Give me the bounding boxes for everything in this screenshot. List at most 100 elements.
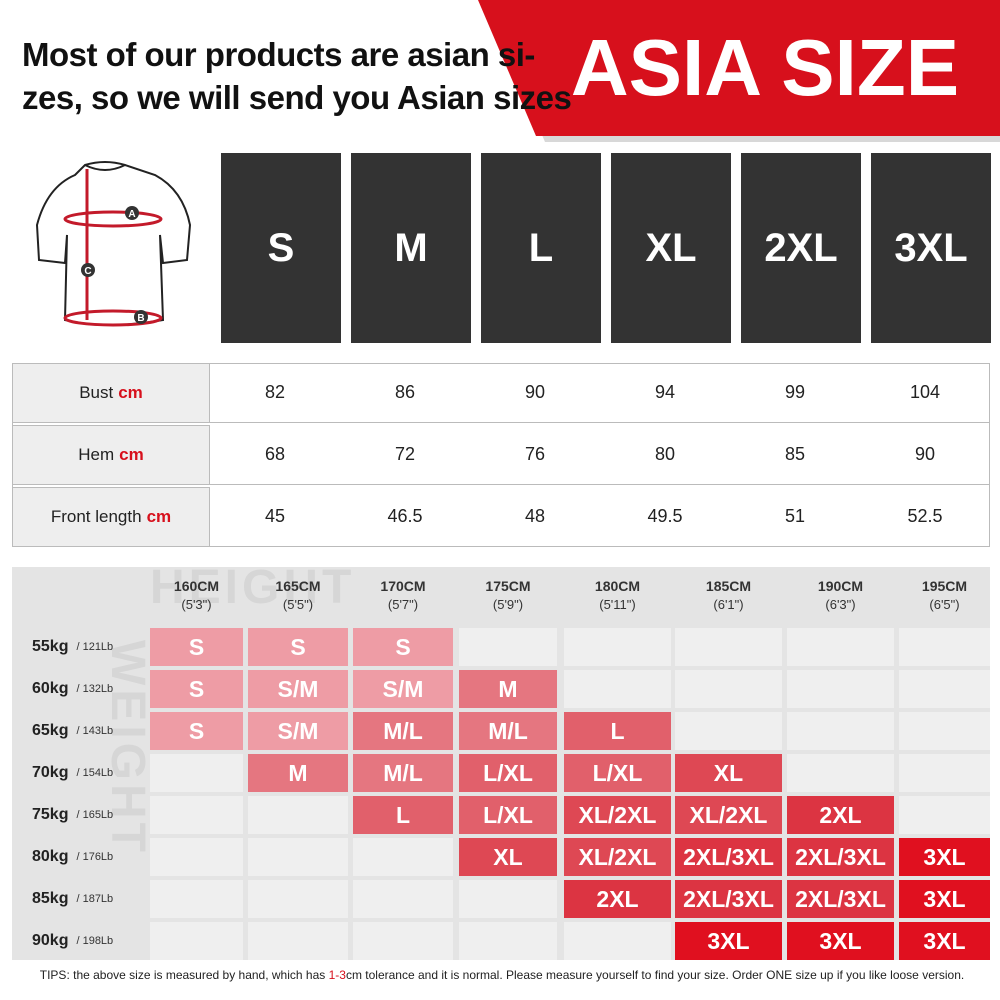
text: 75kg — [32, 806, 69, 823]
height-ft: (5'5") — [282, 597, 314, 612]
text: / 154Lb — [76, 767, 114, 779]
fit-cell — [150, 838, 243, 876]
text: Bust — [79, 383, 114, 402]
fit-cell: XL/2XL — [675, 796, 782, 834]
tips: TIPS: the above size is measured by hand… — [12, 968, 992, 982]
fit-cell: M/L — [459, 712, 557, 750]
text: cm — [118, 383, 143, 402]
cell: 104 — [860, 363, 990, 423]
fit-cell: 3XL — [899, 838, 990, 876]
tips-text: TIPS: the above size is measured by hand… — [39, 968, 329, 982]
fit-cell — [899, 712, 990, 750]
fit-cell: L/XL — [564, 754, 671, 792]
fit-cell — [787, 754, 894, 792]
text: / 143Lb — [76, 725, 114, 737]
cell: 51 — [730, 487, 860, 547]
height-cm: 160CM — [173, 578, 220, 594]
row-label: Hem cm — [12, 425, 210, 485]
fit-cell — [899, 628, 990, 666]
fit-cell: M/L — [353, 712, 453, 750]
fit-cell — [675, 670, 782, 708]
text: / 187Lb — [76, 893, 114, 905]
text: 65kg — [32, 722, 69, 739]
size-box: S — [221, 153, 341, 343]
text: / 132Lb — [76, 683, 114, 695]
cell: 49.5 — [600, 487, 730, 547]
fit-cell — [248, 880, 348, 918]
fit-cell — [150, 754, 243, 792]
watermark: HEIGHT — [150, 561, 356, 614]
weight-label: 60kg / 132Lb — [32, 670, 113, 708]
cell: 52.5 — [860, 487, 990, 547]
fit-cell — [150, 796, 243, 834]
fit-cell — [459, 628, 557, 666]
text: Hem — [78, 445, 115, 464]
height-cm: 165CM — [275, 578, 321, 594]
text: / 121Lb — [76, 641, 114, 653]
row-label: Front length cm — [12, 487, 210, 547]
text: cm — [119, 445, 144, 464]
fit-cell: M/L — [353, 754, 453, 792]
fit-cell — [353, 922, 453, 960]
fit-cell: S — [248, 628, 348, 666]
fit-cell: XL — [675, 754, 782, 792]
watermark: WEIGHT — [101, 640, 154, 856]
cell: 82 — [210, 363, 340, 423]
height-cm: 180CM — [594, 578, 641, 594]
weight-label: 70kg / 154Lb — [32, 754, 113, 792]
weight-label: 55kg / 121Lb — [32, 628, 113, 666]
fit-cell — [675, 628, 782, 666]
weight-label: 85kg / 187Lb — [32, 880, 113, 918]
height-cm: 185CM — [705, 578, 752, 594]
jersey-diagram: A C B — [35, 161, 192, 327]
text: cm — [146, 507, 172, 526]
fit-cell: 3XL — [675, 922, 782, 960]
badge: ASIA SIZE — [570, 23, 960, 112]
cell: 76 — [470, 425, 600, 485]
fit-cell: XL/2XL — [564, 838, 671, 876]
fit-cell — [675, 712, 782, 750]
height-cm: 195CM — [921, 578, 968, 594]
fit-cell: 3XL — [899, 922, 990, 960]
fit-cell: S — [150, 628, 243, 666]
height-cm: 190CM — [817, 578, 864, 594]
weight-label: 75kg / 165Lb — [32, 796, 113, 834]
fit-cell — [899, 670, 990, 708]
cell: 46.5 — [340, 487, 470, 547]
height-cm: 170CM — [380, 578, 426, 594]
fit-cell: M — [459, 670, 557, 708]
fit-cell — [787, 628, 894, 666]
height-ft: (5'11") — [599, 597, 636, 612]
header-bg — [478, 0, 1000, 142]
size-box: M — [351, 153, 471, 343]
fit-cell — [248, 922, 348, 960]
fit-cell — [150, 880, 243, 918]
text: 80kg — [32, 848, 69, 865]
fit-cell: S — [353, 628, 453, 666]
fit-cell — [353, 880, 453, 918]
text: 90kg — [32, 932, 69, 949]
size-box: XL — [611, 153, 731, 343]
cell: 99 — [730, 363, 860, 423]
text: / 198Lb — [76, 935, 114, 947]
tips-text: cm tolerance and it is normal. Please me… — [345, 968, 965, 982]
cell: 90 — [470, 363, 600, 423]
fit-cell: 2XL — [564, 880, 671, 918]
height-ft: (5'7") — [387, 597, 419, 612]
cell: 80 — [600, 425, 730, 485]
fit-cell: L/XL — [459, 796, 557, 834]
fit-cell — [787, 670, 894, 708]
fit-cell: 2XL/3XL — [787, 838, 894, 876]
fit-cell — [564, 670, 671, 708]
fit-cell — [353, 838, 453, 876]
fit-cell: 3XL — [787, 922, 894, 960]
cell: 48 — [470, 487, 600, 547]
fit-cell: S — [150, 670, 243, 708]
fit-cell — [459, 922, 557, 960]
fit-cell: L/XL — [459, 754, 557, 792]
fit-cell: XL/2XL — [564, 796, 671, 834]
fit-cell — [787, 712, 894, 750]
text: Front length — [50, 507, 142, 526]
text: / 165Lb — [76, 809, 114, 821]
fit-cell: L — [353, 796, 453, 834]
